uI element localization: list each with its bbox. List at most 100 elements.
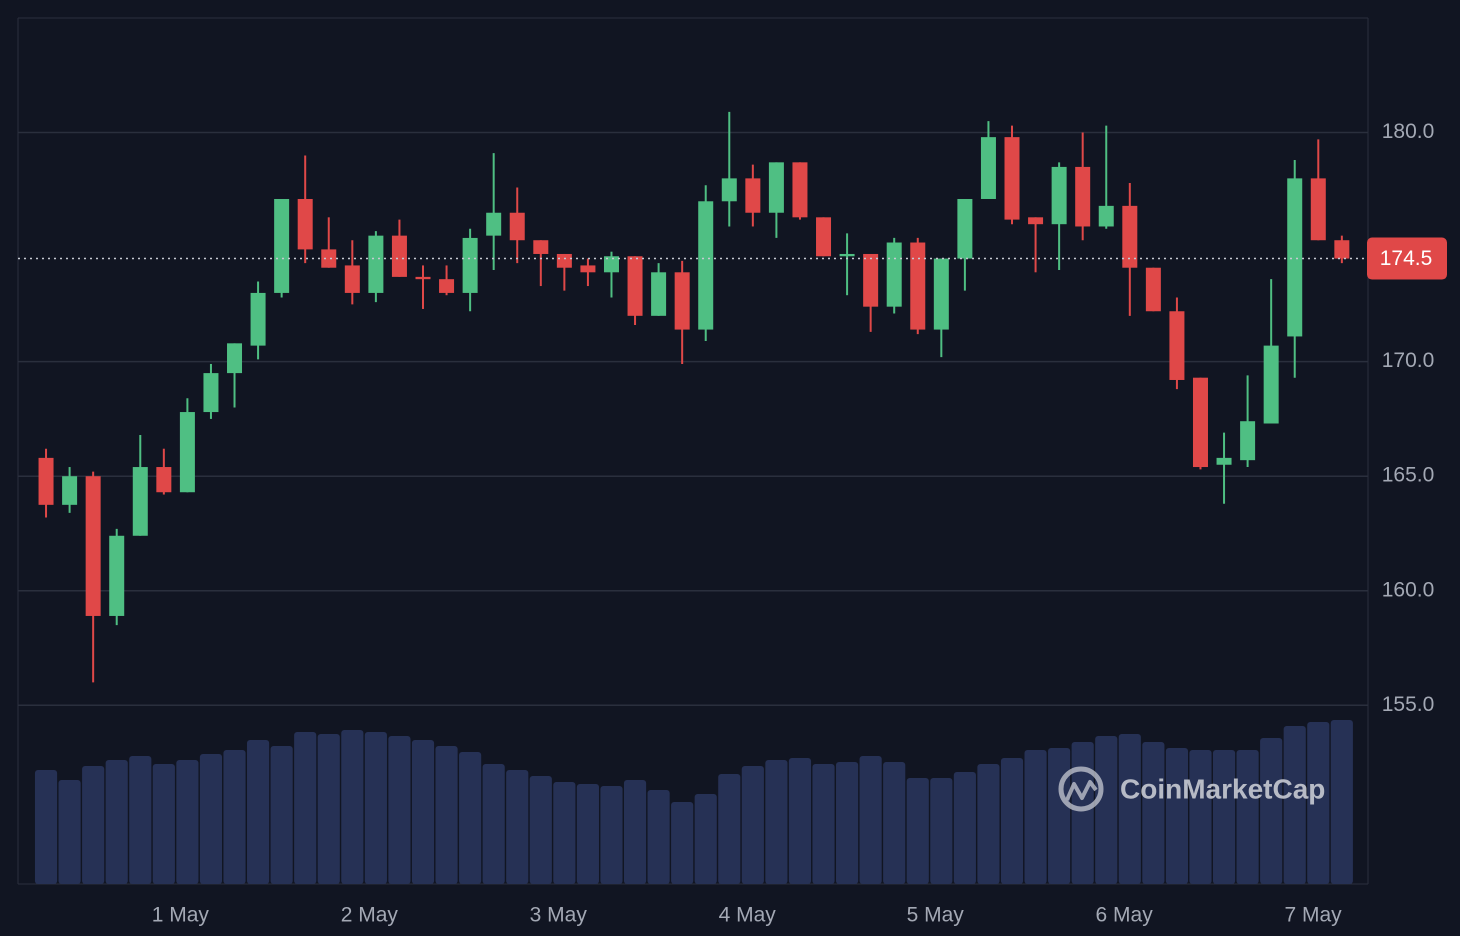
candle-body	[533, 240, 549, 254]
candle-body	[391, 235, 407, 277]
candle-body	[1028, 217, 1044, 225]
volume-bar	[34, 770, 58, 884]
y-tick-label: 180.0	[1382, 120, 1435, 143]
volume-bar	[1165, 748, 1188, 884]
watermark-logo	[1058, 766, 1104, 812]
y-tick-label: 165.0	[1382, 464, 1435, 487]
candle-body	[1287, 178, 1303, 337]
volume-bar	[388, 736, 411, 884]
candle-body	[1240, 421, 1256, 461]
candle-body	[839, 253, 855, 257]
candle-body	[415, 276, 431, 280]
volume-bar	[482, 764, 505, 884]
x-tick-label: 3 May	[530, 904, 588, 927]
candle-body	[1004, 137, 1020, 220]
volume-bar	[1048, 748, 1071, 884]
volume-bar	[1236, 750, 1259, 884]
candle-body	[1263, 345, 1279, 424]
y-tick-label: 170.0	[1382, 349, 1435, 372]
candle-body	[486, 212, 502, 236]
volume-bar	[270, 746, 293, 884]
candle-body	[462, 237, 478, 293]
volume-bar	[1189, 750, 1212, 884]
candle-body	[297, 198, 313, 250]
volume-bar	[105, 760, 128, 884]
volume-bar	[600, 786, 623, 884]
candle-body	[603, 256, 619, 273]
candle-body	[1145, 267, 1161, 312]
candle-body	[768, 162, 784, 213]
candle-body	[85, 476, 101, 616]
candle-body	[1192, 377, 1208, 468]
volume-bar	[741, 766, 764, 884]
volume-bar	[694, 794, 717, 884]
volume-bar	[788, 758, 812, 884]
volume-bar	[317, 734, 340, 884]
volume-bar	[529, 776, 552, 884]
volume-bar	[930, 778, 953, 884]
x-tick-label: 7 May	[1285, 904, 1343, 927]
volume-bar	[58, 780, 81, 884]
x-tick-label: 5 May	[907, 904, 965, 927]
volume-bar	[1283, 726, 1306, 884]
candle-body	[250, 292, 266, 346]
last-price-label: 174.5	[1380, 247, 1433, 270]
volume-bar	[953, 772, 976, 884]
candle-body	[721, 178, 737, 202]
volume-bar	[576, 784, 599, 884]
candle-body	[745, 178, 761, 213]
candle-body	[179, 412, 195, 493]
candle-body	[62, 476, 78, 505]
watermark-text: CoinMarketCap	[1120, 773, 1325, 804]
y-tick-label: 155.0	[1382, 693, 1435, 716]
volume-bar	[459, 752, 482, 884]
candle-body	[227, 343, 243, 374]
candle-body	[957, 198, 973, 259]
candle-body	[132, 467, 148, 536]
candle-body	[439, 279, 455, 293]
volume-bar	[1307, 722, 1330, 884]
volume-bar	[553, 782, 576, 884]
candle-body	[203, 373, 219, 413]
volume-bar	[1330, 720, 1353, 884]
candle-body	[38, 457, 54, 505]
volume-bar	[506, 770, 529, 884]
volume-bar	[1095, 736, 1118, 884]
volume-bar	[1260, 738, 1283, 884]
volume-bar	[1000, 758, 1024, 884]
volume-bar	[176, 760, 199, 884]
volume-bar	[247, 740, 270, 884]
volume-bar	[1142, 742, 1165, 884]
volume-bar	[977, 764, 1000, 884]
candle-body	[863, 253, 879, 307]
candle-body	[816, 217, 832, 257]
candle-body	[509, 212, 525, 241]
volume-bar	[718, 774, 741, 884]
volume-bar	[1024, 750, 1047, 884]
candle-body	[368, 235, 384, 293]
volume-bar	[765, 760, 788, 884]
candle-body	[627, 256, 643, 316]
volume-bar	[647, 790, 670, 884]
volume-bar	[812, 764, 835, 884]
x-tick-label: 1 May	[152, 904, 210, 927]
candle-body	[156, 467, 172, 493]
volume-bar	[859, 756, 882, 884]
candle-body	[910, 242, 926, 330]
candle-body	[651, 272, 667, 316]
volume-bar	[364, 732, 387, 884]
candle-body	[1169, 311, 1185, 380]
x-tick-label: 4 May	[719, 904, 777, 927]
last-price-badge	[1367, 237, 1447, 280]
candle-body	[1051, 166, 1067, 225]
candle-body	[1310, 178, 1326, 241]
candle-body	[274, 198, 290, 293]
candle-body	[698, 201, 714, 330]
volume-bar	[223, 750, 246, 884]
candle-body	[580, 265, 596, 273]
volume-bar	[341, 730, 364, 884]
candle-body	[1075, 166, 1091, 227]
x-tick-label: 2 May	[341, 904, 399, 927]
candle-body	[674, 272, 690, 330]
